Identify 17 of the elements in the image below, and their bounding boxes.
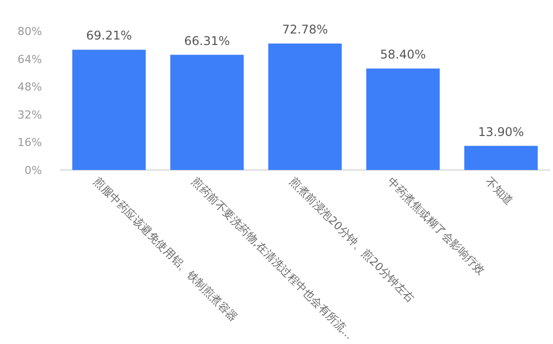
bar	[170, 54, 244, 170]
data-label: 13.90%	[478, 124, 524, 139]
data-label: 66.31%	[184, 34, 230, 48]
x-tick-label: 不知道	[482, 174, 516, 208]
y-tick-label: 48%	[18, 80, 42, 94]
data-label: 69.21%	[86, 28, 132, 43]
y-tick-label: 64%	[18, 52, 42, 66]
y-tick-label: 80%	[18, 25, 42, 38]
bar	[366, 68, 440, 170]
data-label: 58.40%	[380, 48, 426, 62]
y-tick-label: 0%	[24, 164, 42, 177]
bar	[268, 44, 342, 170]
y-tick-label: 32%	[18, 108, 42, 122]
bar	[464, 146, 538, 170]
bar	[72, 50, 146, 170]
data-label: 72.78%	[282, 22, 328, 37]
y-tick-label: 16%	[18, 136, 42, 150]
